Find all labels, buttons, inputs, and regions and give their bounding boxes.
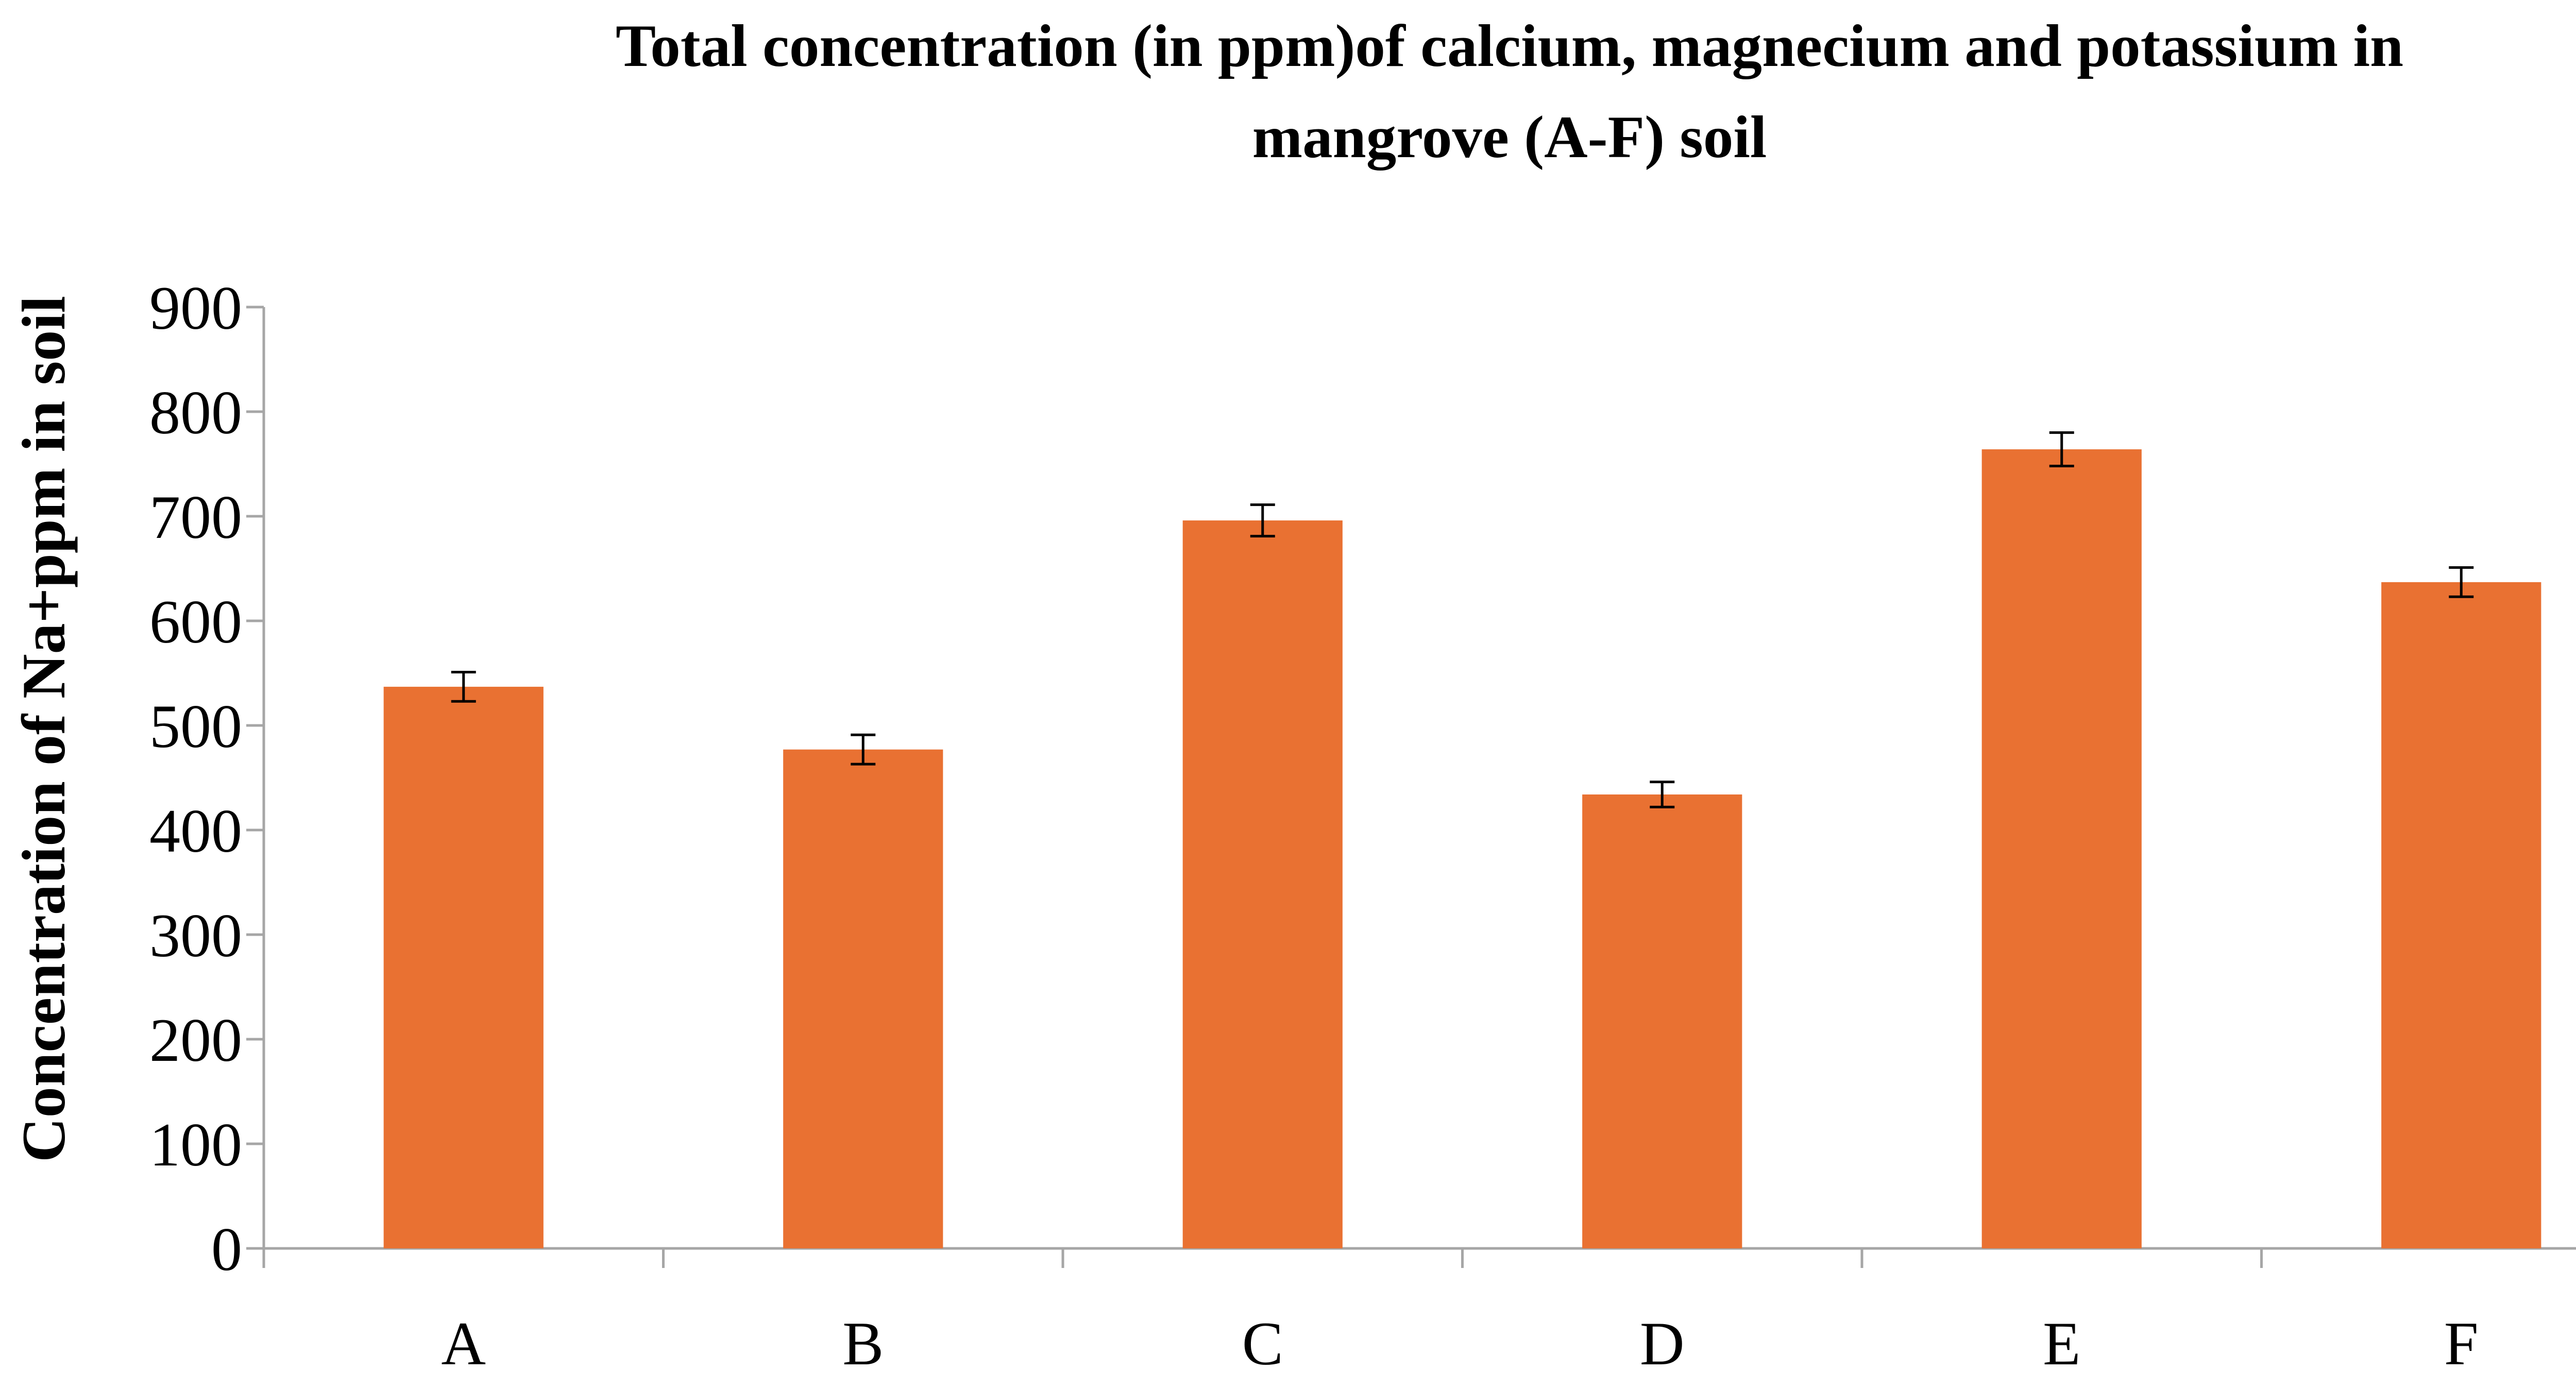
- bar-C: [1182, 520, 1343, 1248]
- y-tick-label: 0: [211, 1215, 242, 1283]
- x-tick-label: B: [842, 1309, 884, 1378]
- bar-E: [1981, 449, 2142, 1248]
- y-tick-label: 700: [149, 483, 242, 551]
- x-tick-label: E: [2043, 1309, 2080, 1378]
- bar-A: [383, 686, 544, 1248]
- y-tick-label: 500: [149, 692, 242, 760]
- x-tick-label: F: [2444, 1309, 2479, 1378]
- x-tick-label: A: [441, 1309, 486, 1378]
- chart-title-line-1: Total concentration (in ppm)of calcium, …: [616, 13, 2403, 79]
- x-tick-label: C: [1242, 1309, 1283, 1378]
- chart-title: Total concentration (in ppm)of calcium, …: [616, 13, 2403, 171]
- y-tick-label: 100: [149, 1110, 242, 1179]
- y-tick-label: 900: [149, 274, 242, 342]
- chart-title-line-2: mangrove (A-F) soil: [1252, 104, 1767, 171]
- y-axis-title: Concentration of Na+ppm in soil: [9, 296, 78, 1162]
- plot-area: 0 100 200 300 400 500 600 700 800 900 A B C D E F: [149, 274, 2576, 1378]
- y-tick-label: 200: [149, 1006, 242, 1074]
- y-tick-label: 600: [149, 587, 242, 656]
- y-tick-label: 300: [149, 901, 242, 970]
- bar-D: [1582, 794, 1742, 1248]
- bar-B: [783, 749, 943, 1248]
- x-tick-label: D: [1640, 1309, 1685, 1378]
- y-tick-label: 800: [149, 378, 242, 447]
- bar-F: [2381, 582, 2541, 1248]
- y-tick-label: 400: [149, 797, 242, 865]
